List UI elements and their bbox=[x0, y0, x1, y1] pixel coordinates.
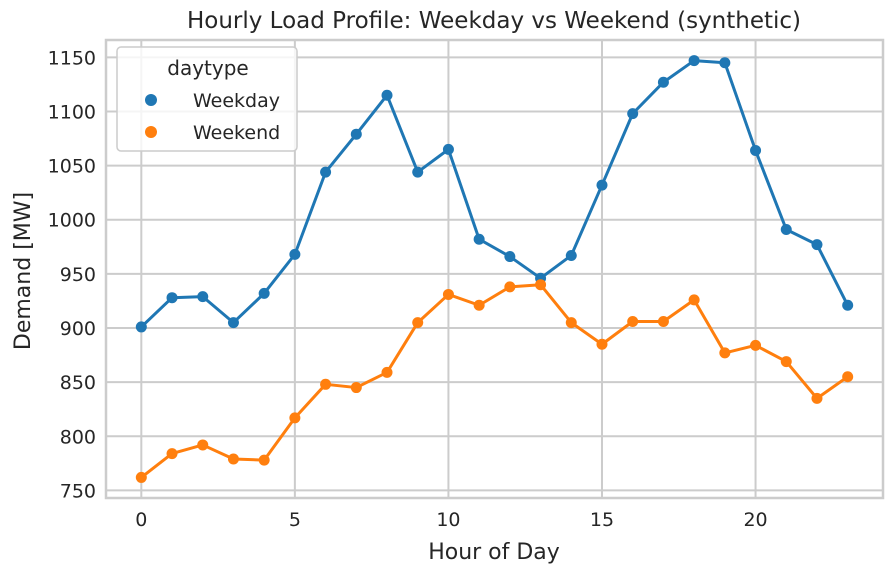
data-point bbox=[627, 108, 639, 120]
series-weekend bbox=[135, 279, 854, 483]
data-point bbox=[842, 299, 854, 311]
legend-marker bbox=[145, 126, 157, 138]
data-point bbox=[381, 366, 393, 378]
data-point bbox=[627, 316, 639, 328]
data-point bbox=[289, 412, 301, 424]
data-point bbox=[565, 249, 577, 261]
data-point bbox=[780, 356, 792, 368]
data-point bbox=[135, 471, 147, 483]
data-point bbox=[750, 144, 762, 156]
series-line bbox=[140, 59, 850, 329]
data-point bbox=[197, 439, 209, 451]
y-tick-label: 950 bbox=[60, 264, 96, 286]
data-point bbox=[504, 281, 516, 293]
data-point bbox=[596, 338, 608, 350]
y-tick-label: 800 bbox=[60, 426, 96, 448]
x-tick-label: 15 bbox=[590, 509, 614, 531]
data-point bbox=[350, 382, 362, 394]
data-point bbox=[258, 287, 270, 299]
data-point bbox=[565, 317, 577, 329]
data-point bbox=[412, 317, 424, 329]
plot-frame bbox=[104, 38, 885, 500]
legend: daytype Weekday Weekend bbox=[116, 46, 298, 152]
series-line bbox=[140, 283, 849, 479]
y-tick-label: 1100 bbox=[48, 101, 96, 123]
data-point bbox=[535, 279, 547, 291]
data-point bbox=[166, 292, 178, 304]
y-tick-label: 1050 bbox=[48, 156, 96, 178]
data-point bbox=[227, 453, 239, 465]
data-point bbox=[780, 223, 792, 235]
y-tick-label: 850 bbox=[60, 372, 96, 394]
data-point bbox=[719, 57, 731, 69]
y-axis-label: Demand [MW] bbox=[11, 192, 36, 350]
data-point bbox=[750, 339, 762, 351]
y-tick-label: 900 bbox=[60, 318, 96, 340]
data-point bbox=[442, 143, 454, 155]
y-tick-label: 1150 bbox=[48, 47, 96, 69]
legend-title: daytype bbox=[167, 56, 248, 80]
y-tick-label: 750 bbox=[60, 480, 96, 502]
legend-label: Weekday bbox=[193, 90, 280, 112]
data-point bbox=[197, 291, 209, 303]
x-tick-label: 20 bbox=[743, 509, 767, 531]
legend-marker bbox=[145, 94, 157, 106]
data-point bbox=[289, 248, 301, 260]
data-point bbox=[596, 179, 608, 191]
data-point bbox=[412, 166, 424, 178]
legend-label: Weekend bbox=[193, 122, 280, 144]
grid bbox=[106, 40, 883, 498]
x-tick-label: 0 bbox=[135, 509, 147, 531]
data-point bbox=[473, 299, 485, 311]
x-tick-labels: 0 5 10 15 20 bbox=[135, 509, 767, 531]
y-tick-label: 1000 bbox=[48, 210, 96, 232]
x-axis-label: Hour of Day bbox=[428, 540, 560, 565]
data-point bbox=[811, 239, 823, 251]
data-point bbox=[350, 128, 362, 140]
legend-box bbox=[116, 46, 298, 152]
data-point bbox=[258, 454, 270, 466]
data-point bbox=[719, 347, 731, 359]
data-point bbox=[688, 294, 700, 306]
data-point bbox=[442, 288, 454, 300]
data-point bbox=[135, 321, 147, 333]
data-point bbox=[227, 317, 239, 329]
data-point bbox=[504, 251, 516, 263]
x-tick-label: 5 bbox=[289, 509, 301, 531]
x-tick-label: 10 bbox=[436, 509, 460, 531]
y-tick-labels: 750 800 850 900 950 1000 1050 1100 1150 bbox=[48, 47, 96, 502]
data-point bbox=[320, 378, 332, 390]
data-point bbox=[811, 392, 823, 404]
data-point bbox=[842, 371, 854, 383]
data-point bbox=[688, 55, 700, 67]
series-layer bbox=[135, 55, 854, 483]
data-point bbox=[473, 233, 485, 245]
data-point bbox=[166, 448, 178, 460]
data-point bbox=[381, 89, 393, 101]
data-point bbox=[657, 76, 669, 88]
data-point bbox=[320, 166, 332, 178]
data-point bbox=[657, 316, 669, 328]
chart-title: Hourly Load Profile: Weekday vs Weekend … bbox=[187, 8, 801, 34]
